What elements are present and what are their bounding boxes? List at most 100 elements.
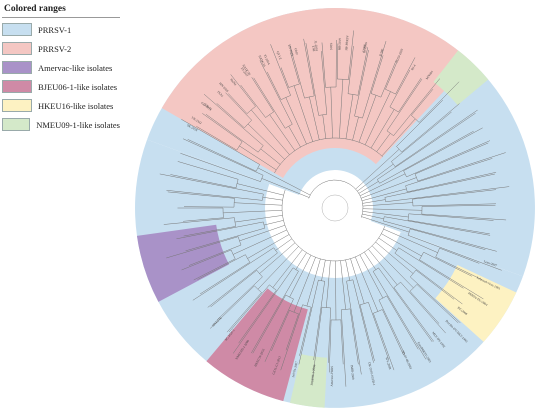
tree-branch [232,229,287,255]
tree-branch [176,221,264,240]
tree-branch [368,302,389,360]
tree-branch [196,126,237,151]
tree-branch [340,319,344,365]
leaf-label: GZ11-G1-2011 [271,355,282,375]
leaf-label: NADC34 [257,55,266,68]
tree-branch [299,307,312,356]
tree-branch [159,173,264,195]
tree-branch [349,308,359,365]
tree-branch [238,290,277,344]
tree-branch [403,127,483,172]
tree-branch [199,262,250,295]
tree-branch [262,196,283,201]
tree-branch [272,249,303,288]
legend-title: Colored ranges [2,2,120,18]
tree-branch [362,211,409,218]
leaf-label: JXA1 [216,90,224,98]
leaf-label: TJ-2014 [263,54,271,66]
leaf-label: CHR6 [362,44,368,53]
tree-branch [321,260,326,281]
tree-branch [280,304,303,371]
legend-swatch [2,42,32,55]
tree-branch [251,271,299,354]
tree-branch [386,78,423,132]
tree-branch [389,69,411,108]
tree-branch [303,38,315,96]
tree-branch [289,45,305,99]
tree-branch [377,113,476,180]
tree-branch [280,67,290,88]
tree-branch [382,309,404,356]
tree-branch [360,173,406,196]
tree-branch [252,294,286,354]
leaf-label: GM2 [293,48,299,56]
tree-branch [361,216,410,233]
tree-branch [361,188,407,201]
leaf-label: LN-2015 [287,44,294,57]
tree-branch [359,304,375,362]
legend-label: Amervac-like isolates [38,62,113,73]
tree-branch [423,251,473,277]
tree-branch [192,247,274,301]
tree-branch [311,307,323,382]
tree-branch [400,281,446,334]
tree-branch [251,109,290,155]
tree-branch [188,244,242,266]
tree-branch [193,258,236,281]
tree-branch [357,163,394,192]
tree-branch [362,202,413,207]
leaf-label: CH-1a [204,103,214,112]
tree-branch [232,267,294,354]
leaf-label: IMIB-2009 [350,365,355,380]
tree-branch [386,295,419,350]
ranges-layer [135,8,535,408]
tree-branch [260,148,281,165]
tree-arc [274,137,383,174]
tree-branch [409,291,440,324]
tree-branch [380,60,397,98]
tree-branch [398,77,422,113]
leaf-label: SD16 [329,43,333,51]
tree-branch [416,284,459,324]
leaf-label: MN184 [425,70,434,81]
tree-branch [293,257,316,313]
tree-branch [322,114,327,139]
tree-branch [309,96,320,140]
tree-branch [298,280,319,365]
tree-branch [234,215,283,223]
leaf-label: HKEU16 [211,316,223,328]
tree-branch [266,71,282,100]
legend-label: PRRSV-2 [38,43,72,54]
tree-branch [347,46,354,94]
tree-branch [216,276,263,321]
tree-branch [207,252,278,308]
leaf-label: HP-PRRSV [344,34,349,50]
legend-swatch [2,23,32,36]
tree-branch [364,91,391,145]
legend-label: NMEU09-1-like isolates [36,119,120,130]
tree-branch [210,285,255,329]
tree-branch [228,93,248,114]
tree-branch [394,252,463,305]
tree-branch [339,79,344,139]
tree-branch [379,130,474,184]
legend-swatch [2,80,32,93]
leaf-label: GD-2015 [200,101,212,112]
tree-branch [348,30,354,80]
branches-layer [159,30,510,387]
tree-branch [327,307,331,363]
tree-branch [167,191,235,199]
tree-branch [352,279,374,363]
legend-label: BJEU06-1-like isolates [38,81,118,92]
tree-branch [259,60,293,125]
tree-branch [396,99,444,147]
leaf-label: Lena-2007 [483,259,498,268]
tree-branch [378,237,397,251]
tree-branch [406,140,491,178]
tree-branch [410,228,486,250]
tree-branch [418,81,460,123]
legend-item-nmeu09-1: NMEU09-1-like isolates [2,117,120,132]
tree-branch [197,254,246,280]
tree-branch [225,92,252,121]
